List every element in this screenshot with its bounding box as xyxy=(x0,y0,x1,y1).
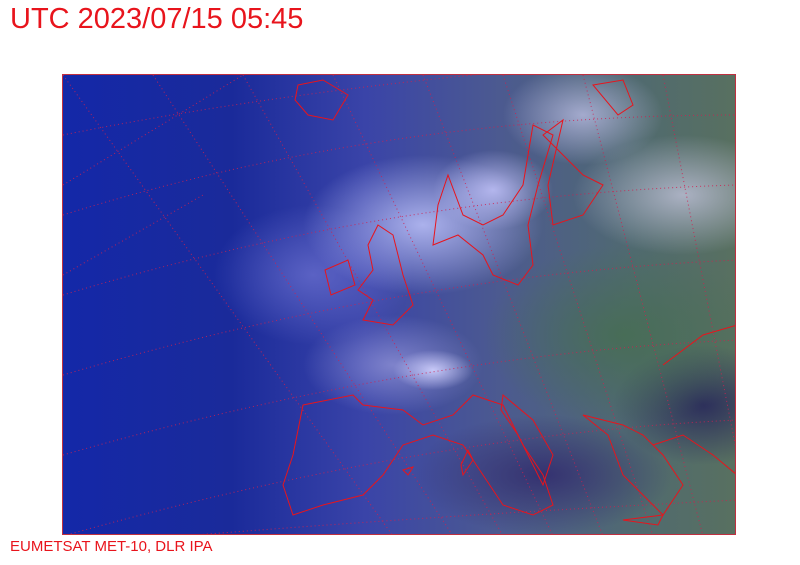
image-credit: EUMETSAT MET-10, DLR IPA xyxy=(10,538,213,555)
timestamp-title: UTC 2023/07/15 05:45 xyxy=(10,3,304,35)
graticule-overlay xyxy=(63,75,735,534)
satellite-map xyxy=(62,74,736,535)
